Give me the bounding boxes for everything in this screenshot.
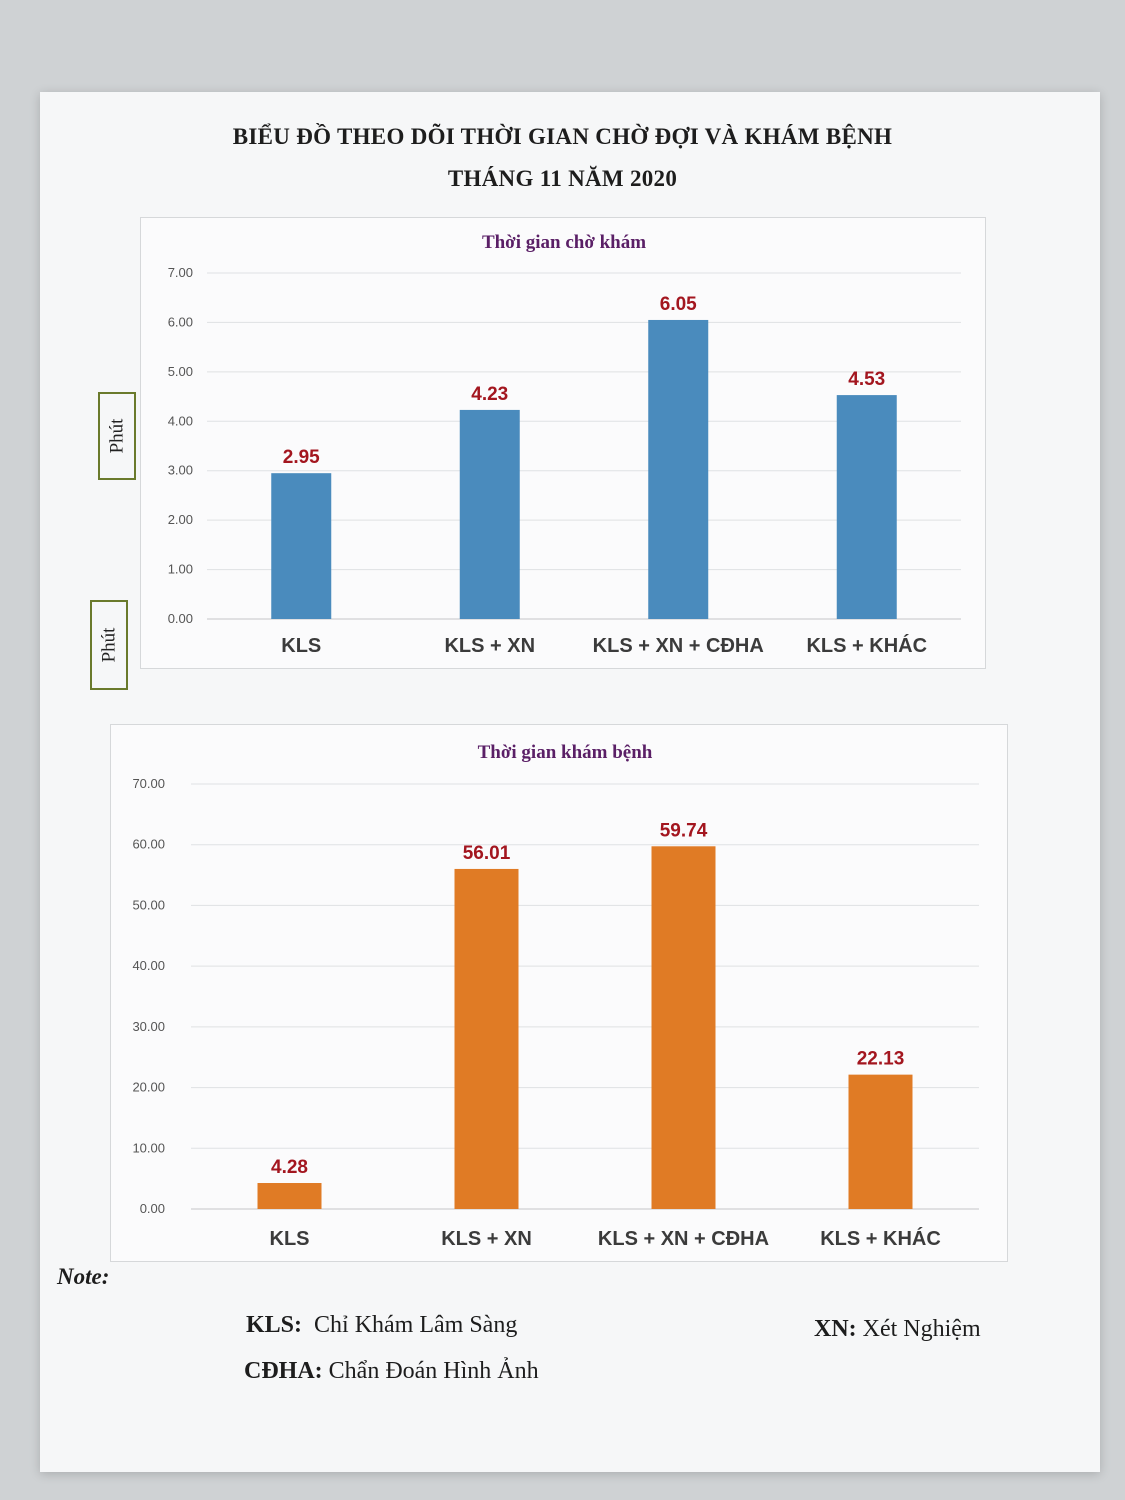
y-tick-label: 6.00 [168,314,193,329]
unit-label-text: Phút [106,418,128,454]
data-label: 6.05 [660,294,697,315]
category-label: KLS [270,1228,310,1250]
bar [848,1074,913,1209]
bar [836,395,897,619]
category-label: KLS [281,635,321,657]
y-tick-label: 2.00 [168,512,193,527]
y-tick-label: 3.00 [168,463,193,478]
page-title-line-2: THÁNG 11 NĂM 2020 [447,166,678,191]
legend-cdha: CĐHA: Chẩn Đoán Hình Ảnh [244,1358,539,1385]
category-label: KLS + XN [441,1228,532,1250]
y-tick-label: 1.00 [168,562,193,577]
exam-time-chart-plot: Thời gian khám bệnh 0.00 10.00 20.00 30.00 40… [132,742,979,1250]
chart-title: Thời gian khám bệnh [478,742,653,763]
y-tick-label: 40.00 [132,958,165,973]
data-label: 56.01 [463,843,511,864]
data-label: 4.53 [848,369,885,390]
y-tick-label: 20.00 [132,1080,165,1095]
legend-kls-text: Chỉ Khám Lâm Sàng [314,1312,518,1338]
bar [651,846,716,1209]
data-label: 59.74 [660,820,708,841]
legend-xn-text: Xét Nghiệm [862,1316,981,1342]
unit-label-box-bottom: Phút [90,600,128,690]
bar [271,473,332,619]
legend-xn-abbr: XN: [814,1316,857,1342]
y-tick-label: 10.00 [132,1140,165,1155]
y-tick-label: 5.00 [168,364,193,379]
bar [257,1183,322,1209]
y-tick-label: 0.00 [140,1201,165,1216]
category-label: KLS + XN + CĐHA [598,1228,769,1250]
note-title: Note: [57,1264,110,1289]
exam-time-chart: Thời gian khám bệnh 0.00 10.00 20.00 30.00 40… [110,724,1008,1262]
y-tick-label: 4.00 [168,413,193,428]
y-tick-label: 30.00 [132,1019,165,1034]
unit-label-box-top: Phút [98,392,136,480]
category-label: KLS + XN + CĐHA [593,635,764,657]
data-label: 22.13 [857,1049,905,1070]
page-title-line-1: BIỂU ĐỒ THEO DÕI THỜI GIAN CHỜ ĐỢI VÀ KH… [232,124,893,149]
data-label: 4.28 [271,1157,308,1178]
bar [648,319,709,619]
category-label: KLS + XN [444,635,535,657]
data-label: 4.23 [471,384,508,405]
y-tick-label: 7.00 [168,265,193,280]
category-label: KLS + KHÁC [820,1227,941,1250]
legend-kls: KLS: Chỉ Khám Lâm Sàng [246,1312,517,1339]
legend-kls-abbr: KLS: [246,1312,303,1338]
legend-cdha-abbr: CĐHA: [244,1358,323,1384]
y-tick-label: 70.00 [132,776,165,791]
legend-xn: XN: Xét Nghiệm [814,1316,981,1343]
wait-time-chart: Thời gian chờ khám 0.00 1.00 2.00 3.00 4.00 5.… [140,217,986,669]
wait-time-chart-plot: Thời gian chờ khám 0.00 1.00 2.00 3.00 4.00 5.… [168,232,961,657]
bar [454,868,519,1209]
bar [459,409,520,619]
y-tick-label: 50.00 [132,897,165,912]
legend-cdha-text: Chẩn Đoán Hình Ảnh [328,1358,539,1384]
unit-label-text: Phút [98,627,120,663]
data-label: 2.95 [283,447,320,468]
y-tick-label: 60.00 [132,837,165,852]
y-tick-label: 0.00 [168,611,193,626]
category-label: KLS + KHÁC [806,634,927,657]
chart-title: Thời gian chờ khám [482,232,646,253]
